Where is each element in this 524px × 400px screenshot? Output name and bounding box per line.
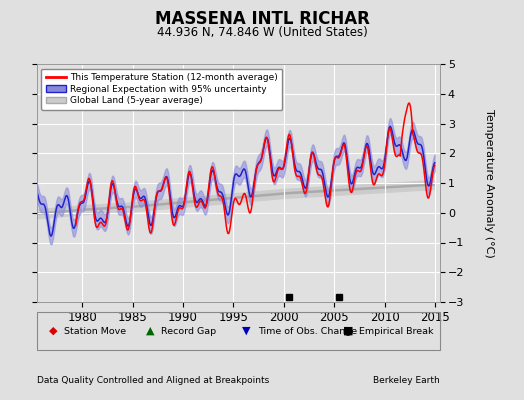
Text: Empirical Break: Empirical Break (358, 326, 433, 336)
Text: Data Quality Controlled and Aligned at Breakpoints: Data Quality Controlled and Aligned at B… (37, 376, 269, 385)
Text: ■: ■ (343, 326, 354, 336)
Text: ▼: ▼ (243, 326, 251, 336)
Text: Station Move: Station Move (64, 326, 126, 336)
Text: ◆: ◆ (49, 326, 57, 336)
Text: MASSENA INTL RICHAR: MASSENA INTL RICHAR (155, 10, 369, 28)
Text: Record Gap: Record Gap (161, 326, 216, 336)
Text: 44.936 N, 74.846 W (United States): 44.936 N, 74.846 W (United States) (157, 26, 367, 39)
Text: Time of Obs. Change: Time of Obs. Change (258, 326, 357, 336)
Text: Berkeley Earth: Berkeley Earth (374, 376, 440, 385)
Text: ▲: ▲ (146, 326, 154, 336)
Legend: This Temperature Station (12-month average), Regional Expectation with 95% uncer: This Temperature Station (12-month avera… (41, 68, 282, 110)
Y-axis label: Temperature Anomaly (°C): Temperature Anomaly (°C) (484, 109, 494, 257)
